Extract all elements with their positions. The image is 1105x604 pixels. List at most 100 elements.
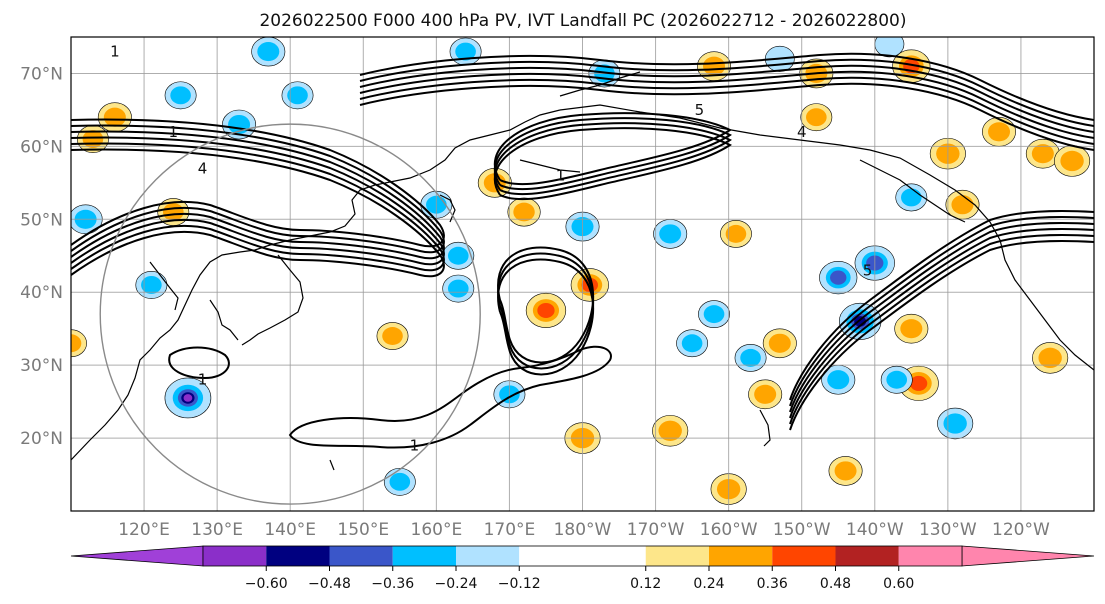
pv-anomaly-blob-39-level-1 <box>703 56 726 76</box>
colorbar-tick-label-9: 0.60 <box>883 576 914 592</box>
lon-tick-200: 160°W <box>700 520 758 540</box>
colorbar-under-triangle <box>70 545 204 567</box>
pv-anomaly-blob-23-level-1 <box>382 327 403 345</box>
colorbar-tick-label-1: −0.48 <box>308 576 351 592</box>
coastline-segment-7 <box>759 409 771 447</box>
pv-contour-2-5 <box>789 239 1094 431</box>
lat-tick-40: 40°N <box>20 283 63 303</box>
colorbar-tick-label-7: 0.36 <box>757 576 788 592</box>
colorbar-tick-label-0: −0.60 <box>245 576 288 592</box>
lat-tick-70: 70°N <box>20 64 63 84</box>
pv-contour-2-1 <box>789 215 1094 407</box>
pv-anomaly-blob-40-level-1 <box>725 224 747 243</box>
pv-anomaly-blob-52-level-0 <box>874 37 905 58</box>
lat-tick-20: 20°N <box>20 429 63 449</box>
colorbar-swatch-8 <box>772 546 836 566</box>
lat-tick-50: 50°N <box>20 210 63 230</box>
coastline-segment-2 <box>209 299 239 341</box>
lon-tick-210: 150°W <box>773 520 831 540</box>
pv-contour-label-4: 1 <box>410 436 420 454</box>
pv-anomaly-blob-56-level-1 <box>806 108 827 127</box>
pv-anomaly-blob-55-level-1 <box>447 279 469 298</box>
pv-contour-0-0 <box>71 118 445 248</box>
pv-anomaly-blob-6-level-1 <box>703 305 725 324</box>
pv-anomaly-blob-21-level-1 <box>659 224 682 244</box>
pv-anomaly-blob-48-level-1 <box>162 203 184 221</box>
pv-anomaly-blob-36-level-1 <box>1031 144 1054 164</box>
pv-contour-subtropical <box>288 345 612 449</box>
pv-contour-label-5: 4 <box>797 123 807 141</box>
pv-contour-3-1 <box>493 117 732 191</box>
pv-anomaly-blob-41-level-1 <box>658 420 682 441</box>
map-panel: 1 1 4 1 1 4 5 5 1 <box>71 37 1094 511</box>
coastline-segment-8 <box>329 459 335 471</box>
pv-contour-2-0 <box>789 209 1094 401</box>
colorbar-over-triangle <box>961 545 1095 567</box>
pv-contour-1-5 <box>359 82 1094 151</box>
lon-tick-240: 120°W <box>992 520 1050 540</box>
pv-contour-4-1 <box>497 252 595 370</box>
pv-anomaly-blob-30-level-1 <box>1038 347 1062 369</box>
pv-anomaly-blob-54-level-1 <box>71 334 82 353</box>
colorbar-tick-label-8: 0.48 <box>820 576 851 592</box>
colorbar-tick-label-6: 0.24 <box>693 576 724 592</box>
pv-anomaly-blob-9-level-1 <box>943 413 967 434</box>
pv-contour-2-4 <box>789 233 1094 425</box>
colorbar-tick-label-4: −0.12 <box>498 576 541 592</box>
pv-contour-labels: 1 1 4 1 1 4 5 5 1 <box>110 43 872 455</box>
pv-contour-4-2 <box>497 258 595 376</box>
pv-anomaly-blob-8-level-2 <box>909 375 928 391</box>
pv-anomaly-blob-27-level-1 <box>900 319 923 339</box>
colorbar-swatch-1 <box>266 546 330 566</box>
lat-tick-30: 30°N <box>20 356 63 376</box>
pv-contour-1-4 <box>359 76 1094 145</box>
colorbar-swatch-0 <box>203 546 267 566</box>
pv-contour-0-4 <box>71 142 445 272</box>
chart-title: 2026022500 F000 400 hPa PV, IVT Landfall… <box>259 11 906 31</box>
pv-anomaly-blob-45-level-1 <box>389 472 411 491</box>
pv-anomaly-blob-29-level-1 <box>827 370 850 390</box>
pv-anomaly-blob-18-level-1 <box>513 202 535 222</box>
colorbar-swatch-5 <box>519 546 646 566</box>
colorbar-outline <box>202 545 963 567</box>
colorbar-swatch-7 <box>709 546 773 566</box>
pv-contour-label-3: 1 <box>198 371 208 389</box>
pv-anomaly-blob-15-level-1 <box>170 86 191 105</box>
pv-contour-label-6: 5 <box>695 101 705 119</box>
pv-anomaly-blob-43-level-1 <box>834 461 857 481</box>
pv-anomaly-blob-12-level-1 <box>82 130 104 149</box>
pv-contour-label-2: 4 <box>198 159 208 177</box>
pv-anomaly-blob-5-level-2 <box>830 270 847 285</box>
pv-anomaly-blob-26-level-1 <box>768 333 791 353</box>
pv-contour-1-2 <box>359 64 1094 133</box>
pv-contour-3-2 <box>493 122 732 196</box>
colorbar-swatch-4 <box>456 546 520 566</box>
pv-contour-0-3 <box>71 136 445 266</box>
colorbar-swatch-2 <box>329 546 393 566</box>
colorbar-swatch-6 <box>645 546 709 566</box>
lon-tick-160: 160°E <box>411 520 463 540</box>
lon-tick-190: 170°W <box>627 520 685 540</box>
coastlines <box>71 71 1094 471</box>
lon-tick-120: 120°E <box>118 520 170 540</box>
coastline-segment-3 <box>149 261 179 311</box>
lon-tick-180: 180°W <box>554 520 612 540</box>
pv-contour-label-0: 1 <box>110 43 120 61</box>
pv-anomaly-blob-25-level-1 <box>740 348 761 367</box>
pv-anomaly-blob-24-level-1 <box>681 334 703 353</box>
lat-tick-60: 60°N <box>20 137 63 157</box>
pv-anomaly-blob-1-level-2 <box>537 302 555 318</box>
landfall-radius-circle <box>99 123 481 505</box>
pv-anomaly-blob-50-level-1 <box>257 42 280 62</box>
pv-contour-0-5 <box>71 148 445 278</box>
lon-tick-170: 170°E <box>484 520 536 540</box>
coastline-segment-6 <box>519 159 581 173</box>
pv-anomaly-blob-46-level-1 <box>455 42 476 61</box>
colorbar-swatch-3 <box>392 546 456 566</box>
pv-contour-2-2 <box>789 221 1094 413</box>
pv-anomaly-blob-22-level-1 <box>447 246 469 265</box>
colorbar: −0.60 −0.48 −0.36 −0.24 −0.12 0.12 0.24 0.36 0.4… <box>70 545 1095 592</box>
pv-contour-1-1 <box>359 58 1094 127</box>
pv-contour-1-3 <box>359 70 1094 139</box>
map-frame <box>70 36 1095 512</box>
